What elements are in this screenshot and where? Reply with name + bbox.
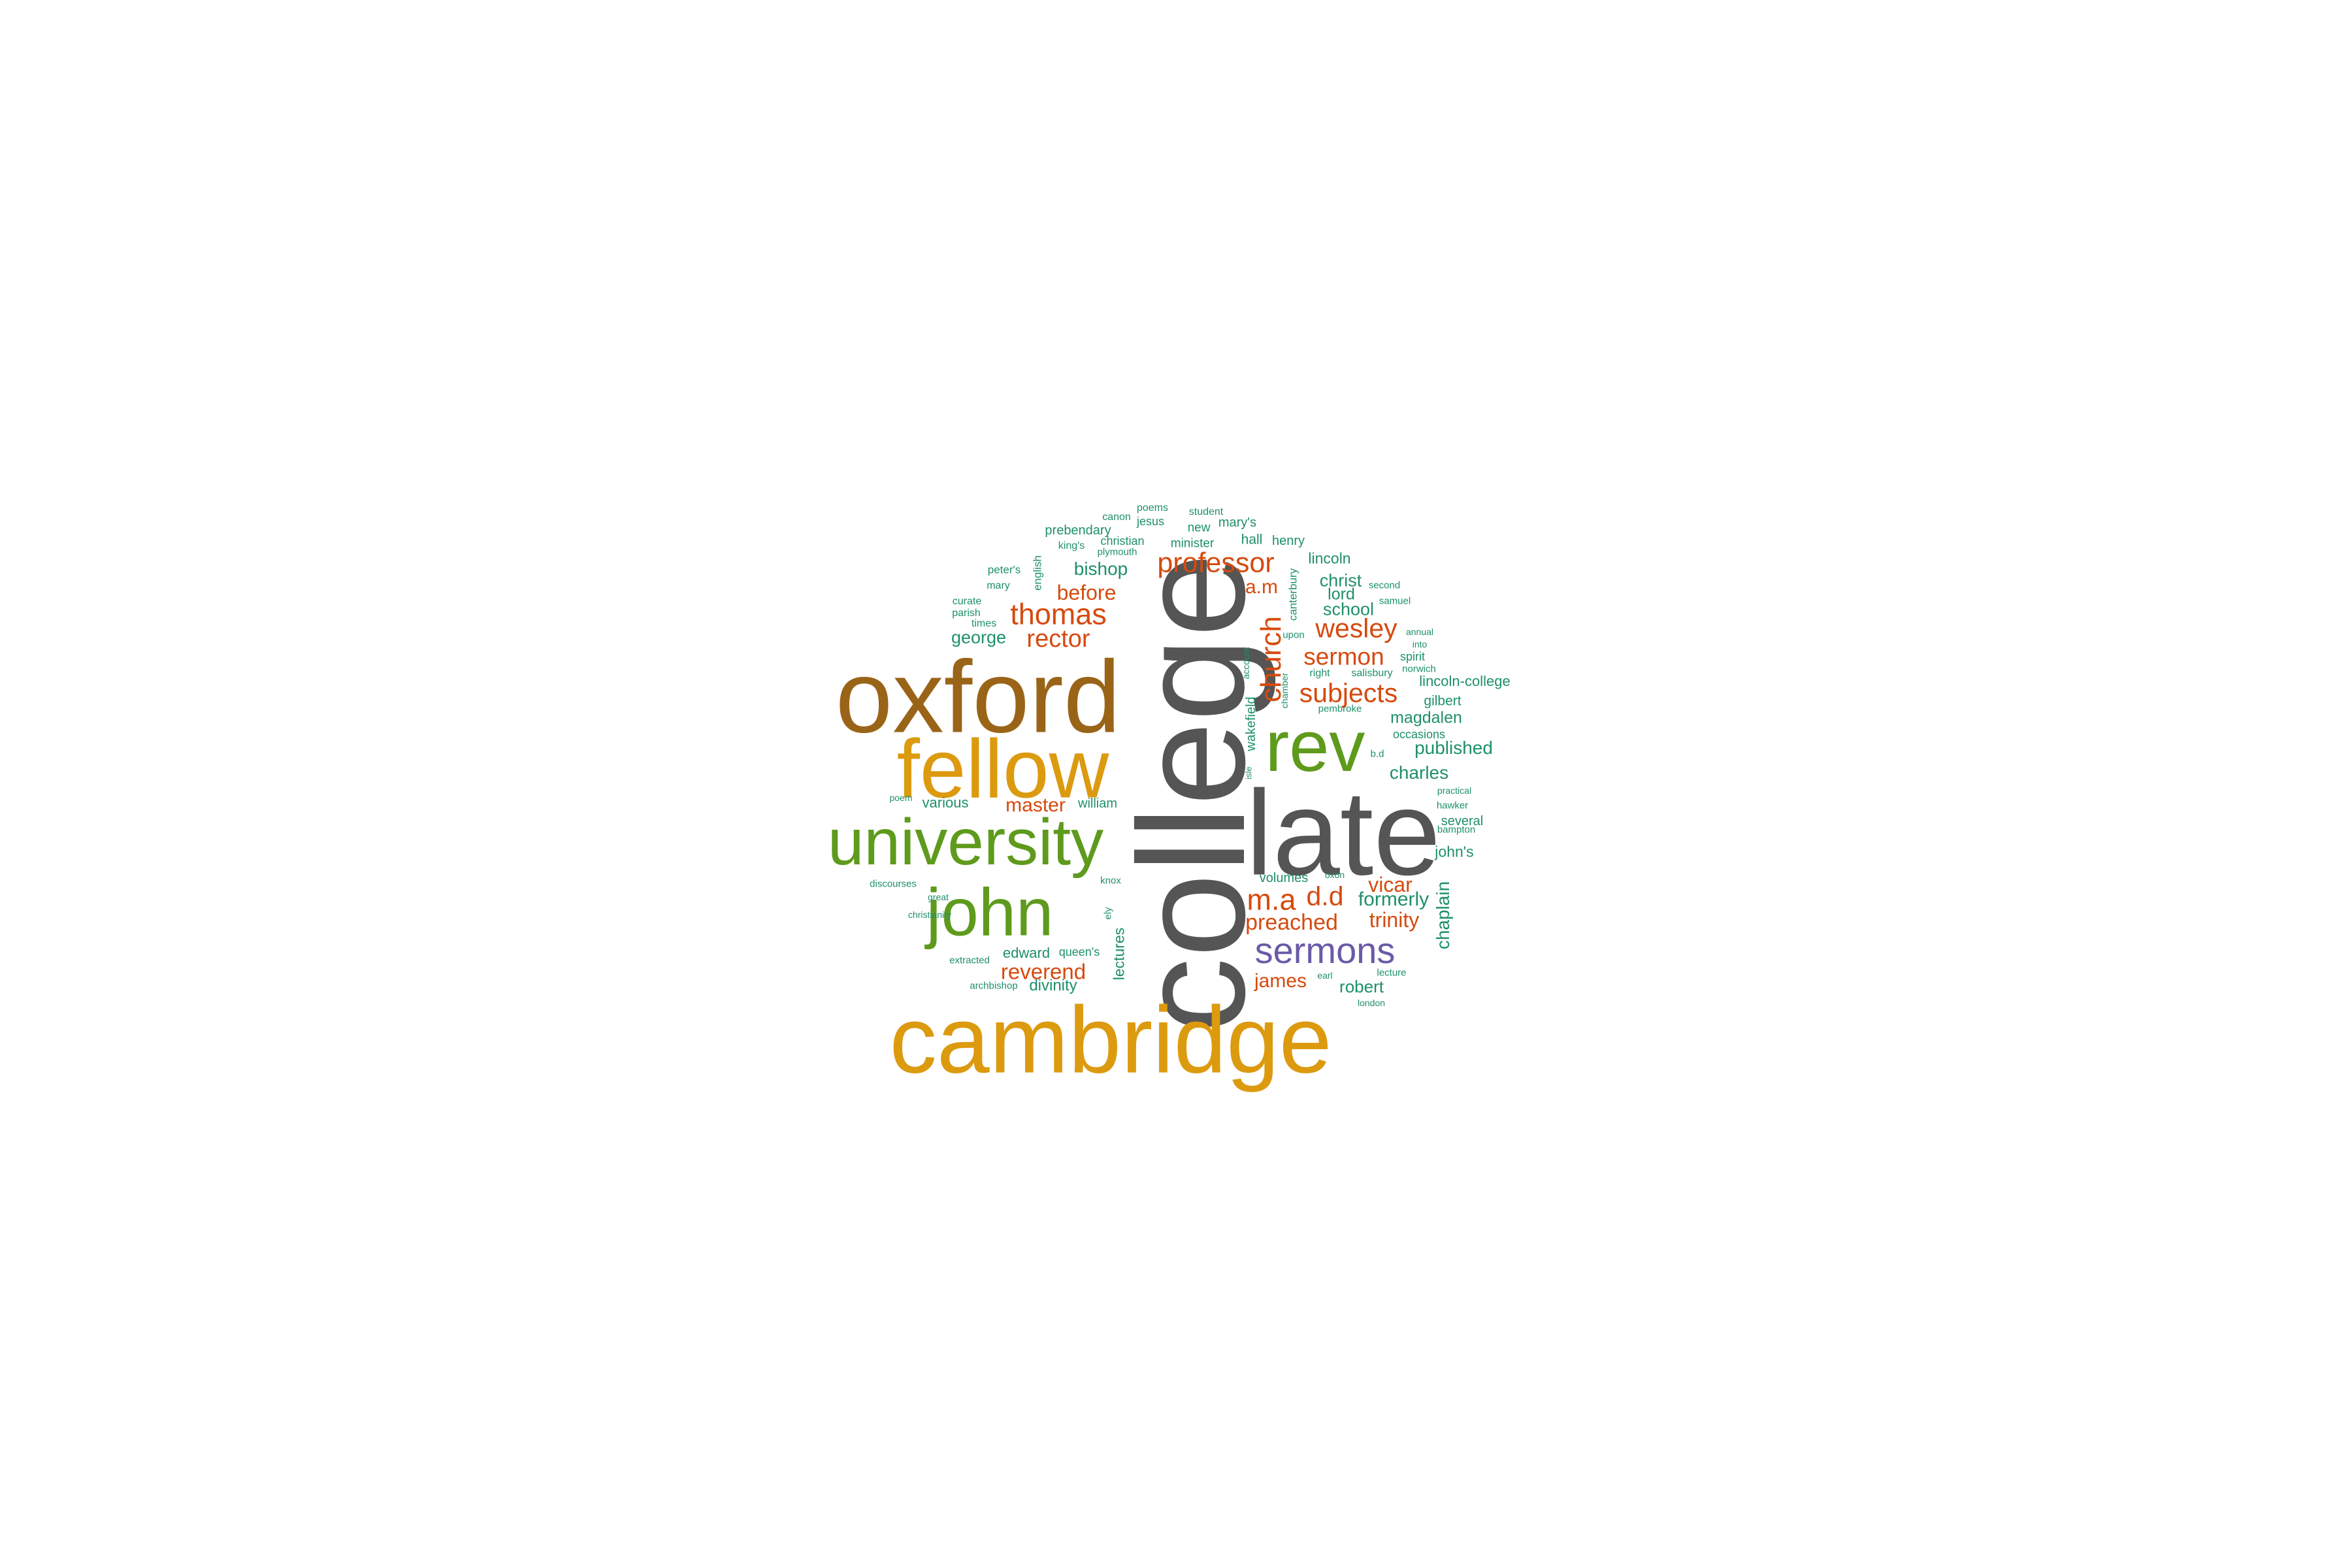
word-am: a.m	[1245, 576, 1279, 598]
word-lord: lord	[1328, 585, 1355, 604]
word-james: james	[1254, 970, 1307, 992]
word-times: times	[971, 618, 997, 629]
word-several: several	[1441, 814, 1484, 828]
word-ma: m.a	[1247, 883, 1296, 917]
word-practical: practical	[1437, 785, 1472, 796]
word-ely: ely	[1102, 907, 1114, 920]
word-trinity: trinity	[1369, 908, 1420, 932]
word-salisbury: salisbury	[1351, 668, 1393, 679]
word-christ: christ	[1319, 570, 1362, 591]
word-late: late	[1245, 766, 1441, 901]
word-henry: henry	[1271, 534, 1305, 548]
word-various: various	[922, 794, 969, 811]
word-english: english	[1031, 555, 1044, 591]
word-extracted: extracted	[949, 955, 990, 966]
word-discourses: discourses	[870, 878, 917, 890]
word-thomas: thomas	[1010, 597, 1107, 631]
word-isle: isle	[1243, 766, 1254, 779]
word-second: second	[1368, 580, 1401, 591]
word-sermons: sermons	[1254, 930, 1396, 971]
word-robert: robert	[1339, 977, 1384, 996]
word-chaplain: chaplain	[1433, 881, 1453, 950]
word-london: london	[1357, 998, 1386, 1008]
word-rev: rev	[1265, 706, 1365, 787]
word-johns: john's	[1435, 843, 1474, 860]
word-school: school	[1322, 599, 1375, 619]
word-bd: b.d	[1370, 748, 1384, 760]
word-bampton: bampton	[1437, 824, 1476, 836]
word-annual: annual	[1405, 627, 1434, 637]
word-kings: king's	[1058, 540, 1085, 551]
word-hawker: hawker	[1436, 800, 1469, 811]
word-samuel: samuel	[1379, 595, 1411, 607]
word-mary: mary	[987, 580, 1010, 591]
word-lecture: lecture	[1377, 967, 1407, 979]
word-into: into	[1412, 639, 1428, 649]
word-william: william	[1078, 796, 1117, 811]
word-canterbury: canterbury	[1286, 568, 1299, 621]
word-rector: rector	[1026, 625, 1090, 653]
word-chamber: chamber	[1279, 672, 1290, 709]
word-preached: preached	[1245, 910, 1338, 935]
word-right: right	[1309, 668, 1330, 679]
word-pembroke: pembroke	[1318, 703, 1362, 715]
word-vicar: vicar	[1368, 873, 1413, 896]
word-canon: canon	[1102, 512, 1131, 523]
word-john: john	[926, 874, 1054, 950]
word-charles: charles	[1389, 762, 1449, 783]
word-wesley: wesley	[1315, 613, 1397, 644]
word-lincoln: lincoln	[1308, 549, 1351, 567]
word-student: student	[1188, 506, 1224, 517]
word-gilbert: gilbert	[1424, 693, 1462, 709]
word-bishop: bishop	[1073, 559, 1128, 579]
word-oxford: oxford	[835, 640, 1121, 755]
word-reverend: reverend	[1000, 959, 1086, 984]
word-queens: queen's	[1058, 945, 1100, 958]
word-spirit: spirit	[1399, 650, 1426, 663]
word-new: new	[1187, 521, 1211, 535]
word-norwich: norwich	[1402, 663, 1436, 675]
word-sermon: sermon	[1303, 643, 1384, 670]
word-oxon: oxon	[1324, 870, 1345, 880]
word-fellow: fellow	[896, 722, 1109, 815]
word-subjects: subjects	[1299, 678, 1398, 708]
word-earl: earl	[1317, 970, 1333, 981]
word-christianity: christianity	[907, 909, 952, 920]
word-before: before	[1056, 581, 1117, 604]
word-edward: edward	[1002, 945, 1051, 961]
word-formerly: formerly	[1358, 889, 1429, 910]
word-poems: poems	[1136, 502, 1169, 514]
word-university: university	[827, 806, 1104, 879]
word-parish: parish	[952, 608, 981, 619]
word-divinity: divinity	[1029, 977, 1077, 994]
word-knox: knox	[1100, 875, 1121, 887]
word-curate: curate	[952, 596, 982, 607]
word-lectures: lectures	[1110, 927, 1128, 981]
word-dd: d.d	[1306, 881, 1344, 911]
word-upon: upon	[1282, 629, 1305, 641]
word-master: master	[1005, 794, 1066, 816]
word-occasions: occasions	[1392, 728, 1446, 741]
word-lincoln-college: lincoln-college	[1419, 673, 1511, 689]
word-george: george	[951, 627, 1007, 647]
word-volumes: volumes	[1259, 871, 1309, 885]
word-great: great	[928, 892, 949, 902]
word-christian: christian	[1100, 534, 1145, 547]
word-prebendary: prebendary	[1045, 523, 1111, 538]
word-plymouth: plymouth	[1097, 546, 1137, 558]
word-jesus: jesus	[1136, 515, 1165, 528]
word-account: account	[1241, 647, 1251, 679]
word-wakefield: wakefield	[1244, 696, 1258, 751]
word-hall: hall	[1241, 532, 1263, 547]
word-poem: poem	[889, 792, 913, 803]
word-minister: minister	[1170, 536, 1215, 551]
word-marys: mary's	[1218, 515, 1257, 530]
word-published: published	[1414, 738, 1493, 758]
word-professor: professor	[1157, 547, 1275, 579]
word-magdalen: magdalen	[1390, 708, 1462, 727]
word-cambridge: cambridge	[889, 987, 1332, 1093]
word-peters: peter's	[987, 563, 1021, 576]
word-archbishop: archbishop	[970, 980, 1018, 992]
